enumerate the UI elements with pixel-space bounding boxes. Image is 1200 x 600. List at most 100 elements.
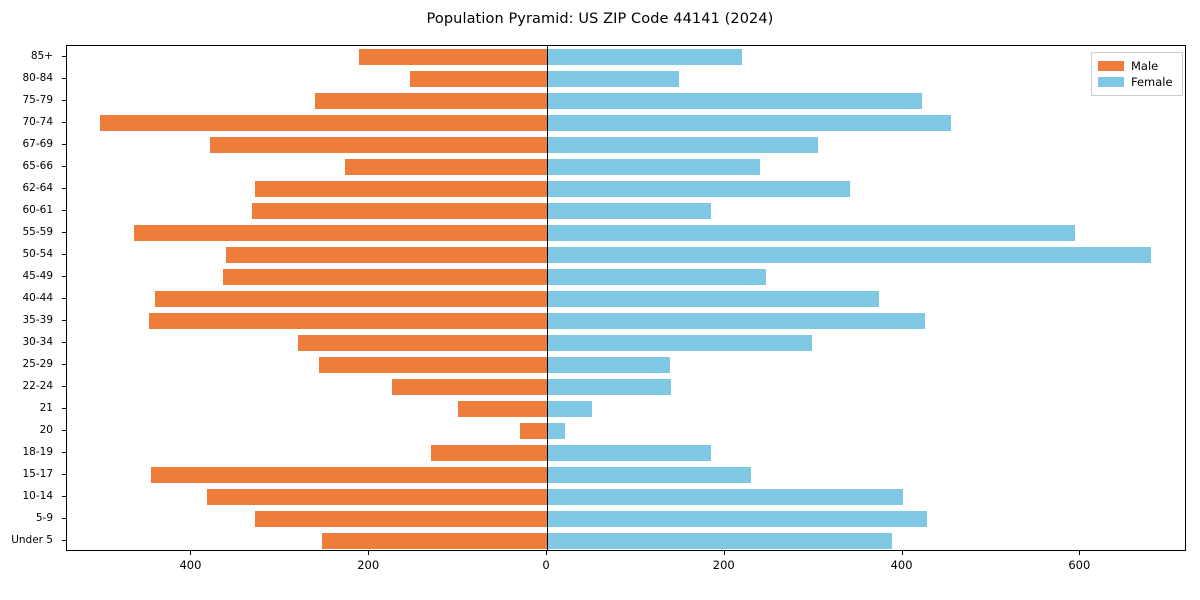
plot-area <box>66 45 1186 551</box>
y-axis-tick-label: 40-44 <box>22 291 53 304</box>
y-axis-tick-mark <box>62 452 66 453</box>
y-axis-tick-mark <box>62 276 66 277</box>
bar-male <box>315 93 547 109</box>
bar-female <box>547 115 952 131</box>
bar-female <box>547 401 593 417</box>
y-axis-tick-label: 50-54 <box>22 247 53 260</box>
y-axis-tick-mark <box>62 78 66 79</box>
y-axis-tick-label: 45-49 <box>22 269 53 282</box>
y-axis-tick-label: 85+ <box>30 49 53 62</box>
y-axis-tick-mark <box>62 56 66 57</box>
bar-female <box>547 335 812 351</box>
x-axis-tick-mark <box>1079 551 1081 555</box>
y-axis-labels: 85+ 80-84 75-79 70-74 67-69 65-66 62-64 60-61 55… <box>0 45 66 551</box>
bar-male <box>148 313 547 329</box>
bar-female <box>547 533 892 549</box>
y-axis-tick-label: 10-14 <box>22 489 53 502</box>
bar-female <box>547 511 928 527</box>
y-axis-tick-mark <box>62 298 66 299</box>
bar-male <box>392 379 547 395</box>
bars-layer <box>67 46 1185 550</box>
y-axis-tick-mark <box>62 100 66 101</box>
y-axis-tick-mark <box>62 364 66 365</box>
y-axis-tick-mark <box>62 232 66 233</box>
y-axis-tick-label: 22-24 <box>22 379 53 392</box>
x-axis-tick-mark <box>368 551 370 555</box>
bar-female <box>547 489 903 505</box>
y-axis-tick-label: 65-66 <box>22 159 53 172</box>
y-axis-tick-label: 80-84 <box>22 71 53 84</box>
bar-female <box>547 93 923 109</box>
bar-male <box>359 49 547 65</box>
y-axis-tick-label: 5-9 <box>35 511 53 524</box>
bar-male <box>318 357 547 373</box>
y-axis-tick-mark <box>62 342 66 343</box>
bar-female <box>547 423 565 439</box>
bar-male <box>254 511 547 527</box>
bar-male <box>410 71 547 87</box>
x-axis-tick-mark <box>901 551 903 555</box>
y-axis-tick-mark <box>62 188 66 189</box>
bar-male <box>222 269 547 285</box>
legend-swatch-male <box>1098 61 1124 71</box>
chart-title: Population Pyramid: US ZIP Code 44141 (2… <box>426 11 774 27</box>
bar-male <box>133 225 547 241</box>
bar-female <box>547 181 851 197</box>
y-axis-tick-label: 75-79 <box>22 93 53 106</box>
bar-male <box>226 247 547 263</box>
legend-item-male[interactable]: Male <box>1098 58 1176 74</box>
legend-label-female: Female <box>1131 75 1173 89</box>
bar-female <box>547 203 711 219</box>
bar-female <box>547 225 1075 241</box>
zero-axis-line <box>547 46 548 550</box>
y-axis-tick-label: Under 5 <box>11 533 53 546</box>
bar-female <box>547 445 712 461</box>
y-axis-tick-label: 25-29 <box>22 357 53 370</box>
x-axis-tick-label: 200 <box>712 558 735 572</box>
y-axis-tick-mark <box>62 430 66 431</box>
bar-female <box>547 313 925 329</box>
legend-label-male: Male <box>1131 59 1159 73</box>
bar-female <box>547 137 819 153</box>
bar-female <box>547 291 880 307</box>
y-axis-tick-mark <box>62 474 66 475</box>
x-axis-tick-label: 200 <box>357 558 380 572</box>
bar-female <box>547 467 751 483</box>
y-axis-tick-mark <box>62 320 66 321</box>
bar-female <box>547 159 761 175</box>
x-axis-tick-mark <box>723 551 725 555</box>
bar-female <box>547 357 670 373</box>
bar-female <box>547 247 1151 263</box>
y-axis-tick-label: 60-61 <box>22 203 53 216</box>
legend-item-female[interactable]: Female <box>1098 74 1176 90</box>
y-axis-tick-mark <box>62 496 66 497</box>
y-axis-tick-label: 70-74 <box>22 115 53 128</box>
bar-male <box>155 291 547 307</box>
y-axis-tick-label: 35-39 <box>22 313 53 326</box>
chart-legend: Male Female <box>1091 52 1183 96</box>
y-axis-tick-label: 18-19 <box>22 445 53 458</box>
y-axis-tick-mark <box>62 408 66 409</box>
x-axis-tick-label: 0 <box>542 558 550 572</box>
bar-male <box>255 181 547 197</box>
y-axis-tick-mark <box>62 518 66 519</box>
bar-male <box>206 489 547 505</box>
y-axis-tick-mark <box>62 166 66 167</box>
y-axis-tick-label: 67-69 <box>22 137 53 150</box>
bar-male <box>99 115 547 131</box>
x-axis-tick-mark <box>190 551 192 555</box>
y-axis-tick-mark <box>62 540 66 541</box>
bar-male <box>322 533 547 549</box>
y-axis-tick-label: 21 <box>39 401 53 414</box>
bar-male <box>210 137 547 153</box>
y-axis-tick-mark <box>62 144 66 145</box>
x-axis-tick-mark <box>546 551 547 555</box>
y-axis-tick-mark <box>62 210 66 211</box>
y-axis-tick-label: 30-34 <box>22 335 53 348</box>
y-axis-tick-mark <box>62 386 66 387</box>
bar-female <box>547 269 766 285</box>
y-axis-tick-mark <box>62 254 66 255</box>
y-axis-tick-label: 55-59 <box>22 225 53 238</box>
bar-female <box>547 71 680 87</box>
